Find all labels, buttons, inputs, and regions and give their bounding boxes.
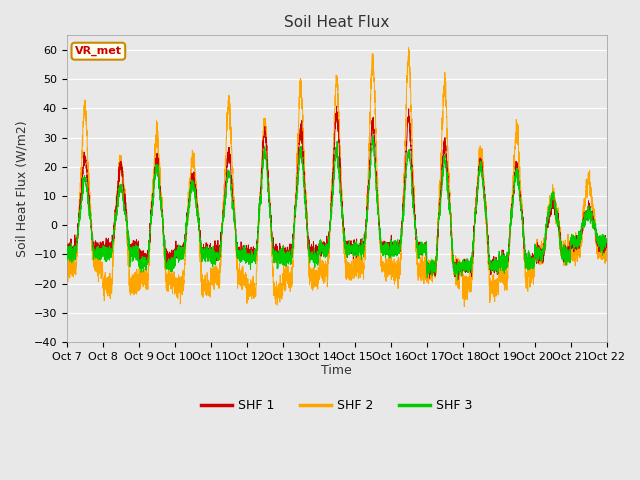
SHF 2: [460, 304, 468, 310]
SHF 3: [458, 271, 465, 276]
SHF 1: [317, 237, 324, 243]
SHF 1: [488, 261, 496, 267]
Line: SHF 2: SHF 2: [67, 48, 607, 307]
X-axis label: Time: Time: [321, 364, 352, 377]
SHF 1: [333, 103, 340, 109]
Title: Soil Heat Flux: Soil Heat Flux: [284, 15, 389, 30]
SHF 1: [160, 235, 168, 241]
Text: VR_met: VR_met: [75, 46, 122, 56]
SHF 2: [602, 258, 610, 264]
SHF 1: [428, 271, 435, 276]
Y-axis label: Soil Heat Flux (W/m2): Soil Heat Flux (W/m2): [15, 120, 28, 257]
Line: SHF 3: SHF 3: [67, 135, 607, 280]
SHF 3: [428, 270, 435, 276]
Legend: SHF 1, SHF 2, SHF 3: SHF 1, SHF 2, SHF 3: [196, 394, 477, 417]
SHF 1: [458, 264, 465, 269]
SHF 1: [603, 245, 611, 251]
SHF 2: [428, 260, 435, 265]
SHF 2: [458, 268, 465, 274]
SHF 3: [63, 257, 70, 263]
SHF 2: [488, 290, 496, 296]
SHF 3: [488, 264, 496, 270]
Line: SHF 1: SHF 1: [67, 106, 607, 279]
SHF 3: [602, 238, 610, 243]
SHF 1: [602, 237, 610, 243]
SHF 2: [63, 262, 70, 267]
SHF 3: [369, 132, 377, 138]
SHF 2: [160, 244, 168, 250]
SHF 1: [454, 276, 461, 282]
SHF 3: [317, 237, 324, 243]
SHF 2: [603, 251, 611, 257]
SHF 3: [603, 237, 611, 243]
SHF 3: [160, 236, 168, 242]
SHF 1: [63, 243, 70, 249]
SHF 2: [317, 264, 324, 270]
SHF 3: [454, 277, 461, 283]
SHF 2: [404, 45, 412, 50]
